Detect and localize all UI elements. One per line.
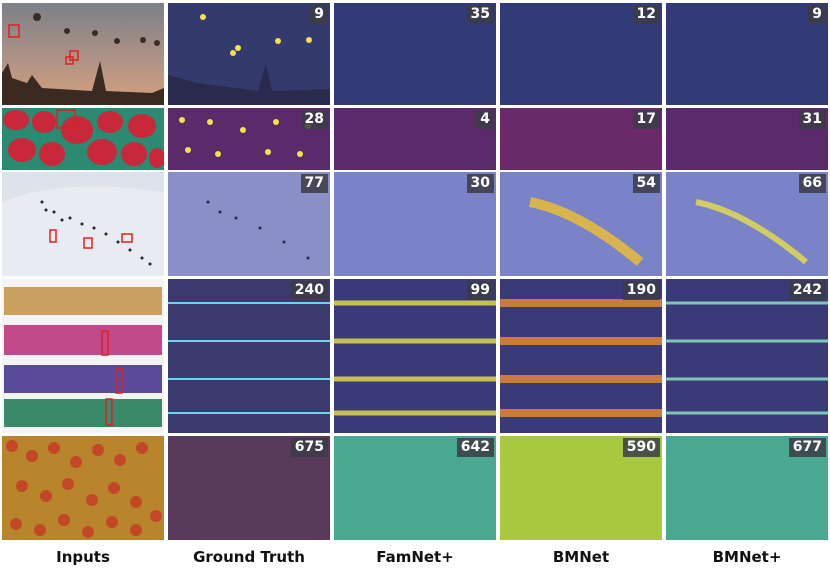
column-label-bmnet: BMNet xyxy=(552,548,610,566)
bmnet-plus-count-strawberries: 31 xyxy=(798,110,826,129)
bmnet-count-apples: 590 xyxy=(622,438,660,457)
bmnet-snow-map xyxy=(528,197,644,266)
bmnet-plus-count-apples: 677 xyxy=(788,438,826,457)
gt-markers-map xyxy=(168,302,330,414)
bmnet-markers-map xyxy=(500,299,662,417)
famnet-count-balloons: 35 xyxy=(466,5,494,24)
bmnet-strawberries: 17 xyxy=(500,108,662,170)
bmnet-plus-count-balloons: 9 xyxy=(808,5,826,24)
gt-balloons: 9 xyxy=(168,3,330,105)
famnet-snow: 30 xyxy=(334,172,496,276)
apples-image xyxy=(2,436,164,540)
bmnet-plus-markers-map xyxy=(666,301,828,415)
balloons-image xyxy=(2,3,164,105)
bmnet-plus-markers: 242 xyxy=(666,279,828,433)
gt-count-balloons: 9 xyxy=(310,5,328,24)
bmnet-count-strawberries: 17 xyxy=(632,110,660,129)
column-label-inputs: Inputs xyxy=(56,548,110,566)
gt-snow-map xyxy=(206,200,310,260)
bmnet-plus-balloons: 9 xyxy=(666,3,828,105)
column-bmnet-plus: 9 31 66 242 677 BMNet+ xyxy=(666,3,828,566)
gt-count-markers: 240 xyxy=(290,281,328,300)
input-markers xyxy=(2,279,164,433)
input-snow xyxy=(2,172,164,276)
gt-strawberries: 28 xyxy=(168,108,330,170)
column-famnet-plus: 35 4 30 99 642 FamNet+ xyxy=(334,3,496,566)
column-bmnet: 12 17 54 190 590 BMNet xyxy=(500,3,662,566)
gt-snow: 77 xyxy=(168,172,330,276)
bmnet-count-balloons: 12 xyxy=(632,5,660,24)
famnet-count-markers: 99 xyxy=(466,281,494,300)
bmnet-markers: 190 xyxy=(500,279,662,433)
famnet-strawberries: 4 xyxy=(334,108,496,170)
famnet-apples: 642 xyxy=(334,436,496,540)
column-label-ground-truth: Ground Truth xyxy=(193,548,305,566)
snow-image xyxy=(2,172,164,276)
famnet-count-strawberries: 4 xyxy=(476,110,494,129)
famnet-markers-map xyxy=(334,300,496,416)
bmnet-plus-strawberries: 31 xyxy=(666,108,828,170)
bmnet-apples: 590 xyxy=(500,436,662,540)
gt-markers: 240 xyxy=(168,279,330,433)
input-balloons xyxy=(2,3,164,105)
bmnet-count-snow: 54 xyxy=(632,174,660,193)
bmnet-count-markers: 190 xyxy=(622,281,660,300)
bmnet-snow: 54 xyxy=(500,172,662,276)
gt-balloons-map xyxy=(168,14,330,105)
input-apples xyxy=(2,436,164,540)
gt-apples: 675 xyxy=(168,436,330,540)
bmnet-balloons: 12 xyxy=(500,3,662,105)
bmnet-plus-count-snow: 66 xyxy=(798,174,826,193)
markers-image xyxy=(2,279,164,433)
column-ground-truth: 9 28 77 240 675 Ground Truth xyxy=(168,3,330,566)
bmnet-plus-snow-map xyxy=(695,199,808,265)
famnet-markers: 99 xyxy=(334,279,496,433)
bmnet-plus-apples: 677 xyxy=(666,436,828,540)
column-label-famnet-plus: FamNet+ xyxy=(376,548,454,566)
famnet-count-apples: 642 xyxy=(456,438,494,457)
input-strawberries xyxy=(2,108,164,170)
gt-count-strawberries: 28 xyxy=(300,110,328,129)
gt-count-snow: 77 xyxy=(300,174,328,193)
gt-count-apples: 675 xyxy=(290,438,328,457)
column-label-bmnet-plus: BMNet+ xyxy=(712,548,782,566)
column-inputs: Inputs xyxy=(2,3,164,566)
famnet-count-snow: 30 xyxy=(466,174,494,193)
famnet-balloons: 35 xyxy=(334,3,496,105)
bmnet-plus-snow: 66 xyxy=(666,172,828,276)
bmnet-plus-count-markers: 242 xyxy=(788,281,826,300)
strawberries-image xyxy=(2,108,164,170)
